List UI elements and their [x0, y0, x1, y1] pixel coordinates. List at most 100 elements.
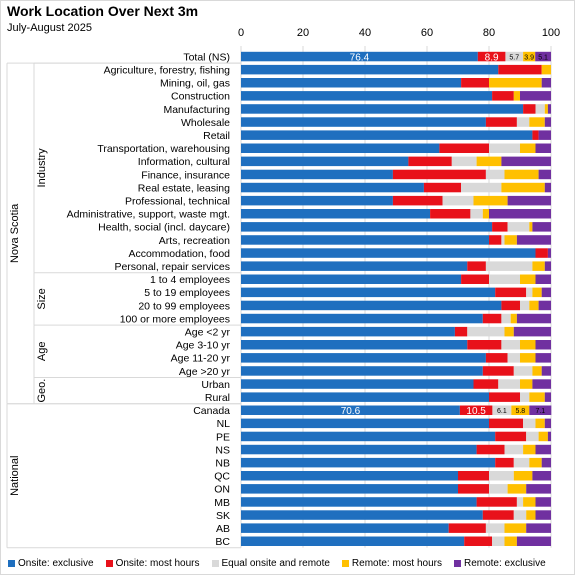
bar-segment-onsite-exclusive — [241, 366, 483, 376]
bar-segment-onsite-exclusive — [241, 235, 489, 245]
bar-segment-remote-exclusive — [541, 457, 551, 468]
legend-label: Equal onsite and remote — [221, 558, 330, 569]
category-label: AB — [216, 523, 230, 535]
bar-segment-onsite-most-hours — [485, 353, 508, 363]
data-label: 5.1 — [538, 54, 548, 61]
bar-segment-onsite-exclusive — [241, 130, 533, 140]
bar-segment-remote-most-hours — [529, 457, 542, 468]
bar-segment-onsite-exclusive — [241, 313, 483, 324]
bar-segment-equal-onsite-and-remote — [513, 457, 530, 468]
bar-segment-remote-exclusive — [544, 117, 551, 127]
bar-segment-remote-most-hours — [504, 235, 517, 245]
bar-segment-equal-onsite-and-remote — [492, 536, 505, 546]
bar-segment-remote-exclusive — [541, 78, 551, 88]
bar-segment-onsite-exclusive — [241, 444, 477, 455]
legend-label: Remote: most hours — [351, 558, 442, 569]
x-tick-label: 0 — [238, 27, 244, 39]
bar-segment-onsite-exclusive — [241, 431, 496, 442]
bar-segment-onsite-most-hours — [473, 379, 499, 389]
bar-segment-onsite-exclusive — [241, 510, 483, 520]
bar-segment-remote-exclusive — [516, 536, 551, 546]
bar-segment-onsite-exclusive — [241, 117, 486, 127]
bar-segment-onsite-most-hours — [489, 418, 524, 429]
bar-segment-onsite-most-hours — [482, 313, 502, 324]
data-label: 70.6 — [341, 406, 361, 417]
data-label: 6.1 — [497, 408, 507, 415]
bar-segment-remote-exclusive — [538, 169, 551, 180]
bar-segment-onsite-most-hours — [532, 130, 539, 140]
bar-segment-equal-onsite-and-remote — [467, 326, 505, 337]
bar-segment-equal-onsite-and-remote — [526, 287, 533, 298]
bar-segment-equal-onsite-and-remote — [520, 392, 530, 402]
bar-segment-equal-onsite-and-remote — [489, 484, 508, 494]
bar-segment-onsite-most-hours — [489, 235, 502, 245]
bar-segment-equal-onsite-and-remote — [485, 261, 533, 271]
group-label: Size — [36, 288, 48, 309]
bar-segment-onsite-most-hours — [392, 195, 443, 206]
category-label: Urban — [201, 379, 230, 391]
bar-segment-remote-most-hours — [535, 418, 545, 429]
bar-segment-remote-most-hours — [504, 536, 517, 546]
x-tick-label: 60 — [421, 27, 433, 39]
group-label: Age — [36, 342, 48, 362]
bar-segment-remote-exclusive — [532, 222, 551, 232]
data-label: 5.8 — [515, 408, 525, 415]
bar-segment-onsite-most-hours — [467, 340, 502, 350]
bar-segment-onsite-exclusive — [241, 392, 489, 402]
category-label: Accommodation, food — [128, 248, 230, 260]
bar-segment-onsite-most-hours — [523, 104, 536, 114]
category-label: Personal, repair services — [114, 261, 230, 273]
bar-segment-onsite-most-hours — [476, 497, 517, 507]
bar-segment-remote-most-hours — [520, 379, 533, 389]
category-label: Age >20 yr — [179, 366, 231, 378]
bar-segment-remote-most-hours — [544, 104, 548, 114]
bar-segment-equal-onsite-and-remote — [489, 143, 520, 153]
legend-swatch — [105, 560, 113, 567]
bar-segment-equal-onsite-and-remote — [451, 156, 477, 167]
bar-segment-remote-most-hours — [523, 444, 536, 455]
bar-segment-onsite-exclusive — [241, 326, 455, 337]
category-label: Age 11-20 yr — [171, 353, 231, 365]
bar-segment-remote-exclusive — [535, 510, 551, 520]
legend-label: Onsite: exclusive — [18, 558, 94, 569]
bar-segment-equal-onsite-and-remote — [526, 431, 539, 442]
category-label: BC — [215, 536, 230, 548]
bar-segment-equal-onsite-and-remote — [489, 274, 520, 284]
category-label: Retail — [203, 130, 230, 142]
bar-segment-onsite-exclusive — [241, 209, 431, 219]
data-label: 7.1 — [535, 408, 545, 415]
bar-segment-remote-most-hours — [504, 169, 539, 180]
x-tick-label: 20 — [297, 27, 309, 39]
category-label: Rural — [205, 392, 230, 404]
bar-segment-remote-most-hours — [513, 91, 520, 101]
bar-segment-equal-onsite-and-remote — [523, 418, 536, 429]
bar-segment-equal-onsite-and-remote — [507, 353, 520, 363]
bar-segment-remote-exclusive — [516, 313, 551, 324]
bar-segment-remote-exclusive — [520, 91, 551, 101]
bar-segment-remote-exclusive — [529, 405, 552, 415]
bar-segment-onsite-exclusive — [241, 182, 424, 193]
bar-segment-remote-exclusive — [541, 366, 551, 376]
legend-swatch — [453, 560, 461, 567]
bar-segment-remote-exclusive — [526, 523, 551, 533]
bar-segment-remote-exclusive — [547, 104, 551, 114]
category-label: 5 to 19 employees — [144, 287, 230, 299]
bar-segment-remote-most-hours — [529, 300, 539, 311]
category-label: Arts, recreation — [159, 235, 230, 247]
bar-segment-onsite-most-hours — [439, 143, 489, 153]
bar-segment-remote-most-hours — [529, 392, 545, 402]
bar-segment-remote-exclusive — [535, 340, 551, 350]
bar-segment-onsite-most-hours — [498, 64, 542, 75]
bar-segment-onsite-exclusive — [241, 51, 478, 62]
bar-segment-remote-exclusive — [535, 51, 551, 62]
category-label: PE — [216, 431, 230, 443]
data-label: 3.9 — [524, 54, 534, 61]
bar-segment-equal-onsite-and-remote — [504, 444, 524, 455]
bar-segment-remote-exclusive — [538, 130, 551, 140]
bar-segment-remote-exclusive — [547, 431, 551, 442]
bar-segment-remote-most-hours — [504, 326, 514, 337]
category-label: Age 3-10 yr — [176, 340, 231, 352]
bar-segment-equal-onsite-and-remote — [535, 104, 545, 114]
bar-segment-equal-onsite-and-remote — [485, 169, 505, 180]
bar-segment-onsite-exclusive — [241, 457, 496, 468]
